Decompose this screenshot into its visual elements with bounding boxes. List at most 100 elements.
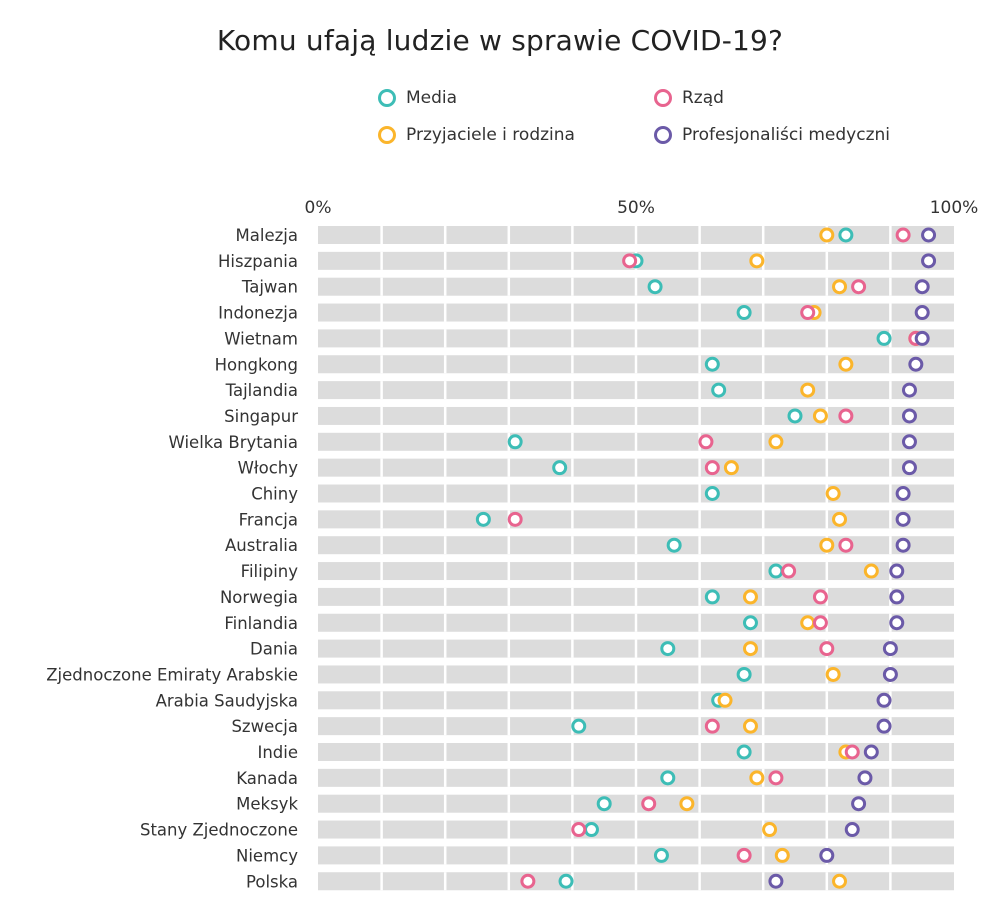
data-point <box>838 408 854 424</box>
data-point <box>882 641 898 657</box>
data-point <box>889 563 905 579</box>
legend-marker <box>378 126 396 144</box>
data-point <box>742 589 758 605</box>
data-point <box>768 770 784 786</box>
data-point <box>749 770 765 786</box>
category-label: Hongkong <box>215 355 298 374</box>
data-point <box>800 382 816 398</box>
data-point <box>901 434 917 450</box>
category-label: Kanada <box>236 769 298 788</box>
data-point <box>838 356 854 372</box>
category-label: Finlandia <box>224 614 298 633</box>
category-label: Indonezja <box>218 304 298 323</box>
data-point <box>863 563 879 579</box>
data-point <box>558 873 574 889</box>
category-label: Arabia Saudyjska <box>156 691 298 710</box>
data-point <box>819 537 835 553</box>
data-point <box>704 589 720 605</box>
data-point <box>851 279 867 295</box>
x-tick-label: 50% <box>617 198 655 218</box>
x-tick-label: 100% <box>930 198 979 218</box>
data-point <box>914 330 930 346</box>
data-point <box>876 692 892 708</box>
data-point <box>921 227 937 243</box>
data-point <box>507 511 523 527</box>
data-point <box>647 279 663 295</box>
data-point <box>895 486 911 501</box>
data-point <box>507 434 523 450</box>
data-point <box>679 796 695 812</box>
legend-marker <box>654 126 672 144</box>
data-point <box>819 227 835 243</box>
category-label: Indie <box>257 743 298 762</box>
data-point <box>653 847 669 863</box>
x-tick-label: 0% <box>305 198 332 218</box>
data-point <box>704 486 720 501</box>
data-point <box>914 305 930 321</box>
data-point <box>876 330 892 346</box>
category-label: Australia <box>225 536 298 555</box>
data-point <box>660 770 676 786</box>
category-label: Niemcy <box>236 846 298 865</box>
data-point <box>901 408 917 424</box>
data-point <box>520 873 536 889</box>
data-point <box>819 641 835 657</box>
data-point <box>901 460 917 476</box>
category-label: Stany Zjednoczone <box>140 821 298 840</box>
data-point <box>819 847 835 863</box>
category-label: Chiny <box>251 485 298 504</box>
data-point <box>723 460 739 476</box>
category-label: Filipiny <box>241 562 299 581</box>
data-point <box>895 227 911 243</box>
data-point <box>666 537 682 553</box>
category-label: Tajlandia <box>225 381 298 400</box>
legend-marker <box>378 89 396 107</box>
legend-item: Profesjonaliści medyczni <box>654 125 890 145</box>
data-point <box>844 822 860 838</box>
data-point <box>742 641 758 657</box>
category-label: Norwegia <box>220 588 298 607</box>
data-point <box>736 666 752 682</box>
data-point <box>895 537 911 553</box>
data-point <box>908 356 924 372</box>
legend-item: Rząd <box>654 88 724 108</box>
chart-title: Komu ufają ludzie w sprawie COVID-19? <box>216 24 784 57</box>
data-point <box>901 382 917 398</box>
category-label: Singapur <box>224 407 298 426</box>
data-point <box>660 641 676 657</box>
legend-item: Przyjaciele i rodzina <box>378 125 575 145</box>
data-point <box>475 511 491 527</box>
data-point <box>838 227 854 243</box>
data-point <box>768 434 784 450</box>
category-label: Szwecja <box>231 717 298 736</box>
category-label: Polska <box>246 872 298 891</box>
category-label: Wietnam <box>224 329 298 348</box>
category-label: Zjednoczone Emiraty Arabskie <box>46 665 298 684</box>
category-label: Hiszpania <box>218 252 298 271</box>
data-point <box>749 253 765 269</box>
legend-label: Profesjonaliści medyczni <box>682 125 891 145</box>
data-point <box>832 279 848 295</box>
data-point <box>851 796 867 812</box>
data-point <box>552 460 568 476</box>
data-point <box>622 253 638 269</box>
data-point <box>800 305 816 321</box>
data-point <box>832 511 848 527</box>
data-point <box>704 356 720 372</box>
data-point <box>914 279 930 295</box>
category-label: Dania <box>250 640 298 659</box>
data-point <box>768 873 784 889</box>
data-point <box>787 408 803 424</box>
data-point <box>717 692 733 708</box>
data-point <box>742 615 758 631</box>
data-point <box>812 615 828 631</box>
data-point <box>857 770 873 786</box>
data-point <box>825 666 841 682</box>
data-point <box>711 382 727 398</box>
category-label: Malezja <box>236 226 298 245</box>
data-point <box>768 563 784 579</box>
data-point <box>812 408 828 424</box>
data-point <box>800 615 816 631</box>
data-point <box>889 615 905 631</box>
